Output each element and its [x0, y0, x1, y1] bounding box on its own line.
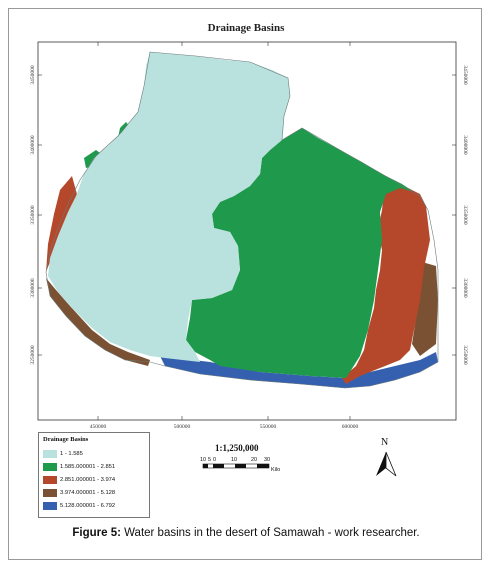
legend-label: 3.974.000001 - 5.128 [60, 490, 116, 496]
legend-title: Drainage Basins [43, 436, 89, 443]
scale-label: 0 [213, 457, 217, 463]
legend-label: 1.585.000001 - 2.851 [60, 464, 116, 470]
y-tick-label: 3300000 [30, 278, 36, 298]
scale-label: 10 [231, 457, 238, 463]
scale-label: 30 [264, 457, 271, 463]
y-tick-label: 3250000 [30, 345, 36, 365]
legend-swatch [43, 476, 57, 484]
map-title: Drainage Basins [207, 22, 285, 34]
legend-item: 5.128.000001 - 6.792 [43, 502, 147, 511]
scale-bar [202, 463, 270, 469]
legend-swatch [43, 463, 57, 471]
north-arrow-icon [376, 451, 397, 477]
legend-swatch [43, 502, 57, 510]
scale-label: 5 [208, 457, 212, 463]
y-tick-labels-right: 3450000 3400000 3350000 3300000 3250000 [462, 65, 468, 365]
figure-caption: Figure 5: Water basins in the desert of … [0, 527, 492, 539]
legend-label: 5.128.000001 - 6.792 [60, 503, 116, 509]
basin-class-2 [186, 128, 420, 378]
y-tick-label: 3400000 [462, 135, 468, 155]
legend-item: 2.851.000001 - 3.974 [43, 476, 147, 485]
y-tick-label: 3250000 [462, 345, 468, 365]
x-tick-label: 450000 [90, 424, 107, 430]
basin-class-5 [160, 352, 438, 388]
x-tick-label: 550000 [260, 424, 277, 430]
x-tick-label: 500000 [174, 424, 191, 430]
basin-class-3 [342, 186, 430, 384]
drainage-basins [45, 51, 439, 389]
y-tick-label: 3450000 [462, 65, 468, 85]
legend: Drainage Basins 1 - 1.585 1.585.000001 -… [38, 432, 150, 518]
y-tick-label: 3300000 [462, 278, 468, 298]
x-tick-labels: 450000 500000 550000 600000 [90, 424, 359, 430]
y-tick-label: 3400000 [30, 135, 36, 155]
legend-item: 3.974.000001 - 5.128 [43, 489, 147, 498]
tick-marks [38, 42, 456, 420]
caption-text: Water basins in the desert of Samawah - … [120, 527, 420, 539]
x-tick-label: 600000 [342, 424, 359, 430]
north-label: N [381, 437, 389, 448]
legend-label: 1 - 1.585 [60, 451, 83, 457]
basin-class-1 [48, 52, 290, 362]
legend-swatch [43, 450, 57, 458]
scale-label: 10 [200, 457, 207, 463]
basin-class-4a [46, 278, 150, 366]
legend-item: 1.585.000001 - 2.851 [43, 463, 147, 472]
basin-class-4b [412, 262, 438, 356]
scale-ratio: 1:1,250,000 [215, 443, 259, 453]
y-tick-label: 3350000 [462, 205, 468, 225]
legend-item: 1 - 1.585 [43, 450, 147, 459]
caption-prefix: Figure 5: [72, 527, 121, 539]
scale-unit: Kilo [271, 467, 281, 473]
study-area-outline [45, 51, 439, 389]
y-tick-label: 3350000 [30, 205, 36, 225]
scale-label: 20 [251, 457, 258, 463]
y-tick-labels-left: 3450000 3400000 3350000 3300000 3250000 [30, 65, 36, 365]
legend-label: 2.851.000001 - 3.974 [60, 477, 116, 483]
legend-swatch [43, 489, 57, 497]
y-tick-label: 3450000 [30, 65, 36, 85]
